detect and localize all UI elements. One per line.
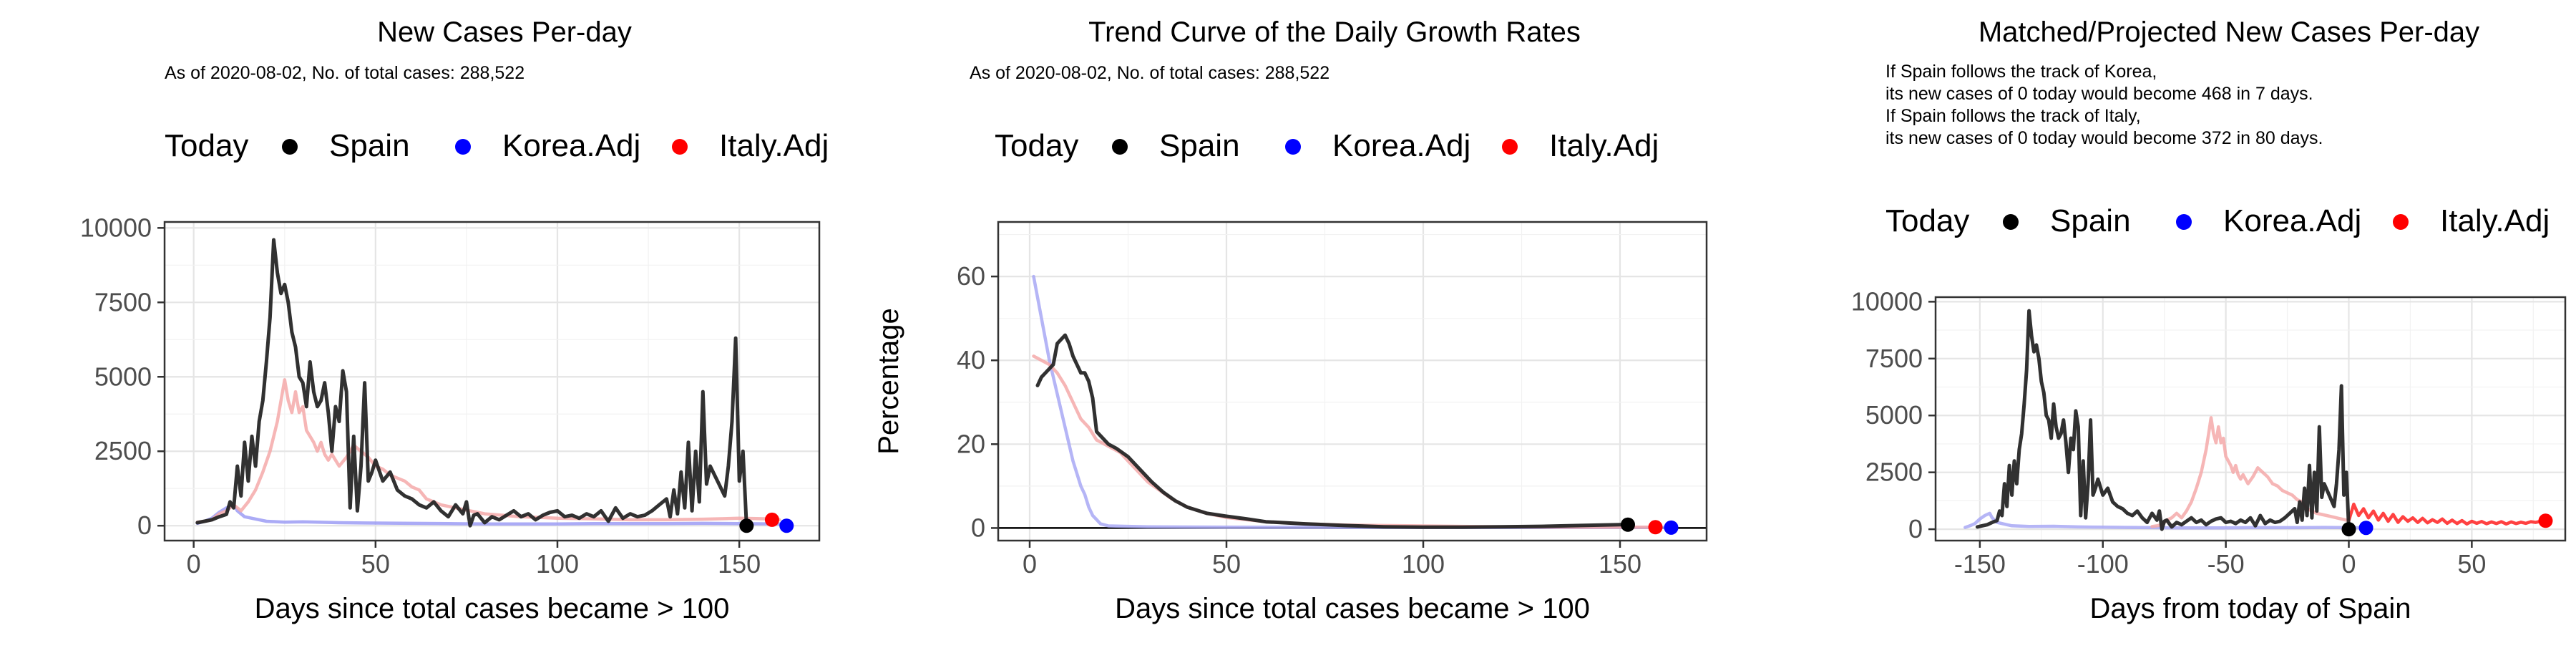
y-tick-label: 0 bbox=[971, 513, 985, 542]
axes: 0 50 100 150 0 20 40 60 bbox=[957, 261, 1641, 579]
axes: -150 -100 -50 0 50 0 2500 5000 7500 10000 bbox=[1851, 286, 2487, 579]
chart-title: New Cases Per-day bbox=[377, 16, 632, 48]
y-tick-label: 10000 bbox=[1851, 286, 1923, 316]
x-tick-label: -100 bbox=[2077, 549, 2129, 579]
legend-marker bbox=[1285, 139, 1301, 155]
today-point-korea-adj bbox=[2358, 521, 2373, 536]
plot-background bbox=[165, 222, 819, 541]
y-axis-title: Percentage bbox=[873, 308, 904, 455]
x-tick-label: 0 bbox=[187, 549, 201, 579]
y-tick-label: 0 bbox=[137, 511, 152, 540]
today-point-korea-adj bbox=[779, 518, 794, 533]
y-tick-label: 2500 bbox=[1865, 458, 1923, 487]
x-tick-label: 100 bbox=[1402, 549, 1445, 579]
today-point-spain bbox=[739, 518, 754, 533]
series-line-spain bbox=[1975, 309, 2351, 531]
legend-marker bbox=[282, 139, 298, 155]
today-point-spain bbox=[1621, 517, 1635, 532]
legend-title: Today bbox=[995, 128, 1078, 163]
legend-marker bbox=[2176, 214, 2192, 230]
chart-panel-2: Trend Curve of the Daily Growth Rates As … bbox=[873, 16, 1708, 624]
series-line-spain bbox=[1035, 333, 1630, 529]
grid bbox=[165, 222, 819, 541]
series-line-italy-adj-projected bbox=[2347, 502, 2547, 526]
legend-label: Italy.Adj bbox=[719, 128, 829, 163]
today-point-italy-adj bbox=[2538, 513, 2553, 528]
series-line-korea-adj bbox=[1032, 274, 1673, 530]
x-axis-title: Days since total cases became > 100 bbox=[1115, 593, 1590, 624]
chart-subtitle-line: If Spain follows the track of Korea, bbox=[1885, 62, 2157, 82]
chart-subtitle-line: its new cases of 0 today would become 37… bbox=[1885, 128, 2323, 148]
y-tick-label: 20 bbox=[957, 429, 985, 458]
x-tick-label: 100 bbox=[536, 549, 579, 579]
chart-subtitle: As of 2020-08-02, No. of total cases: 28… bbox=[165, 63, 525, 83]
chart-panel-3: Matched/Projected New Cases Per-day If Sp… bbox=[1851, 16, 2567, 624]
chart-panel-1: New Cases Per-day As of 2020-08-02, No. o… bbox=[80, 16, 829, 624]
x-axis-title: Days from today of Spain bbox=[2089, 593, 2411, 624]
chart-subtitle: As of 2020-08-02, No. of total cases: 28… bbox=[970, 63, 1330, 83]
legend-label: Italy.Adj bbox=[2440, 203, 2550, 238]
plot-background bbox=[1936, 297, 2565, 541]
series-line-spain bbox=[195, 238, 748, 528]
chart-title: Matched/Projected New Cases Per-day bbox=[1979, 16, 2479, 48]
y-tick-label: 60 bbox=[957, 261, 985, 291]
legend-marker bbox=[2393, 214, 2409, 230]
series-group bbox=[1032, 274, 1673, 530]
legend: Today Spain Korea.Adj Italy.Adj bbox=[995, 128, 1659, 163]
legend-marker bbox=[672, 139, 688, 155]
x-tick-label: 150 bbox=[718, 549, 761, 579]
plot-border bbox=[163, 221, 821, 542]
legend-marker bbox=[1112, 139, 1128, 155]
x-tick-label: -50 bbox=[2207, 549, 2245, 579]
today-point-korea-adj bbox=[1664, 520, 1679, 535]
y-tick-label: 5000 bbox=[94, 362, 152, 391]
legend-marker bbox=[1502, 139, 1518, 155]
y-tick-label: 2500 bbox=[94, 436, 152, 465]
x-tick-label: 50 bbox=[1212, 549, 1241, 579]
legend-title: Today bbox=[1885, 203, 1969, 238]
y-tick-label: 7500 bbox=[1865, 344, 1923, 373]
x-tick-label: -150 bbox=[1954, 549, 2006, 579]
plot-background bbox=[998, 222, 1707, 541]
x-tick-label: 50 bbox=[361, 549, 390, 579]
legend-marker bbox=[455, 139, 471, 155]
x-tick-label: 0 bbox=[2341, 549, 2356, 579]
legend-label: Spain bbox=[2050, 203, 2131, 238]
legend-label: Korea.Adj bbox=[502, 128, 640, 163]
legend-label: Korea.Adj bbox=[2223, 203, 2361, 238]
legend-marker bbox=[2003, 214, 2019, 230]
legend: Today Spain Korea.Adj Italy.Adj bbox=[1885, 203, 2550, 238]
x-tick-label: 50 bbox=[2457, 549, 2486, 579]
y-tick-label: 0 bbox=[1908, 514, 1923, 543]
x-axis-title: Days since total cases became > 100 bbox=[255, 593, 730, 624]
today-point-italy-adj bbox=[764, 512, 779, 527]
legend-label: Spain bbox=[329, 128, 410, 163]
plot-border bbox=[997, 221, 1708, 542]
today-point-spain bbox=[2341, 522, 2356, 537]
y-tick-label: 7500 bbox=[94, 287, 152, 316]
chart-title: Trend Curve of the Daily Growth Rates bbox=[1088, 16, 1581, 48]
y-tick-label: 5000 bbox=[1865, 400, 1923, 430]
legend-label: Spain bbox=[1159, 128, 1240, 163]
plot-border bbox=[1934, 296, 2567, 542]
series-group bbox=[195, 238, 789, 528]
y-tick-label: 10000 bbox=[80, 213, 152, 242]
x-tick-label: 150 bbox=[1599, 549, 1641, 579]
series-group bbox=[1963, 309, 2547, 531]
today-point-italy-adj bbox=[1648, 520, 1663, 535]
legend-label: Italy.Adj bbox=[1549, 128, 1659, 163]
y-tick-label: 40 bbox=[957, 345, 985, 374]
axes: 0 50 100 150 0 2500 5000 7500 10000 bbox=[80, 213, 761, 579]
chart-subtitle-line: If Spain follows the track of Italy, bbox=[1885, 106, 2141, 126]
x-tick-label: 0 bbox=[1023, 549, 1037, 579]
legend-label: Korea.Adj bbox=[1332, 128, 1470, 163]
chart-subtitle-line: its new cases of 0 today would become 46… bbox=[1885, 84, 2313, 104]
legend: Today Spain Korea.Adj Italy.Adj bbox=[165, 128, 829, 163]
series-line-korea-adj bbox=[1963, 511, 2368, 530]
legend-title: Today bbox=[165, 128, 248, 163]
